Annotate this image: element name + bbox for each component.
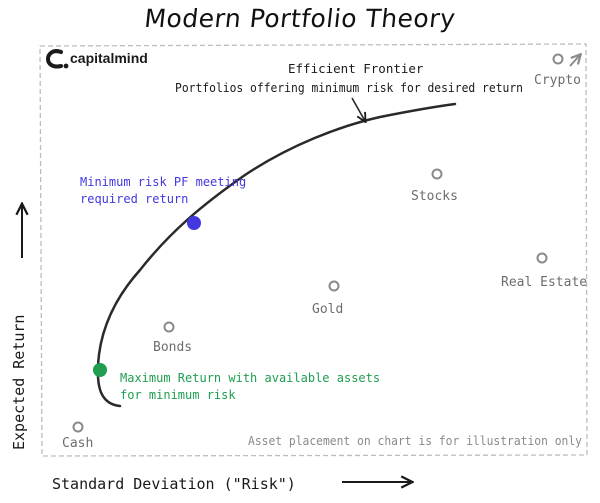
max-return-label-line2: for minimum risk: [120, 388, 236, 402]
asset-label: Real Estate: [501, 275, 587, 290]
asset-marker-icon: [72, 421, 84, 433]
asset-marker-icon: [552, 53, 564, 65]
asset-gold: Gold: [312, 280, 343, 317]
max-return-point: [93, 363, 107, 377]
asset-stocks: Stocks: [411, 168, 458, 204]
x-axis-label: Standard Deviation ("Risk"): [52, 475, 296, 493]
asset-real-estate: Real Estate: [501, 252, 587, 290]
frontier-annotation-arrow: [351, 97, 365, 121]
asset-label: Stocks: [411, 189, 458, 204]
max-return-label-line1: Maximum Return with available assets: [120, 371, 380, 385]
asset-marker-icon: [431, 168, 443, 180]
asset-marker-icon: [163, 321, 175, 333]
min-risk-label-line1: Minimum risk PF meeting: [80, 175, 246, 189]
disclaimer-note: Asset placement on chart is for illustra…: [248, 434, 582, 448]
min-risk-label-line2: required return: [80, 192, 188, 206]
asset-bonds: Bonds: [153, 321, 192, 355]
asset-crypto: Crypto: [534, 53, 581, 88]
capitalmind-logo: capitalmind: [45, 49, 148, 69]
asset-cash: Cash: [62, 421, 93, 451]
frontier-title: Efficient Frontier: [288, 61, 424, 76]
logo-text: capitalmind: [70, 50, 148, 66]
asset-label: Gold: [312, 302, 343, 317]
capitalmind-c-icon: [45, 49, 69, 69]
asset-label: Crypto: [534, 73, 581, 88]
chart-frame: [39, 43, 588, 457]
frontier-subtitle: Portfolios offering minimum risk for des…: [175, 81, 523, 95]
arrow-up-right-icon: [569, 55, 580, 67]
asset-marker-icon: [328, 280, 340, 292]
y-axis-label: Expected Return: [10, 315, 28, 450]
asset-label: Bonds: [153, 340, 192, 355]
min-risk-point: [187, 216, 201, 230]
efficient-frontier-curve: [96, 102, 457, 408]
asset-marker-icon: [536, 252, 548, 264]
asset-label: Cash: [62, 436, 93, 451]
